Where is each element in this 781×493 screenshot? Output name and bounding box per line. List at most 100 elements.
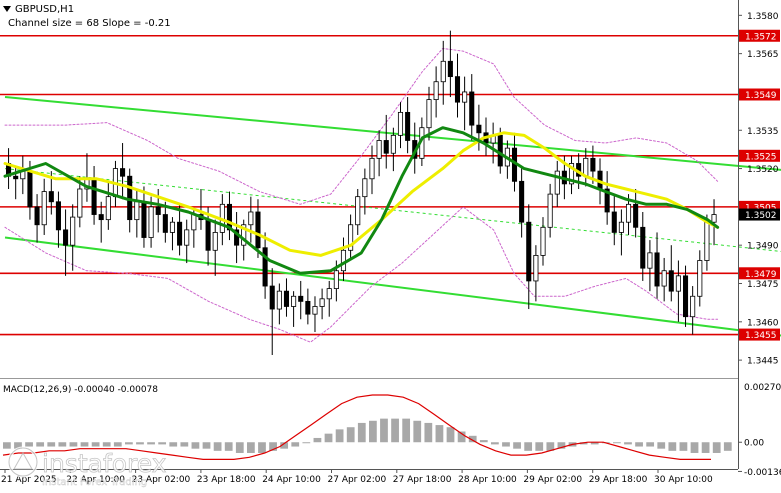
candle-bullish bbox=[212, 232, 218, 251]
dropdown-triangle-icon[interactable] bbox=[3, 6, 11, 12]
bollinger_lower-line bbox=[4, 206, 719, 343]
macd-histogram-bar bbox=[202, 442, 211, 449]
candle-bullish bbox=[690, 295, 696, 318]
candle-bullish bbox=[426, 99, 432, 129]
macd-title: MACD(12,26,9) -0.00040 -0.00078 bbox=[3, 385, 158, 395]
macd-histogram-bar bbox=[479, 440, 488, 443]
candle-bullish bbox=[583, 157, 589, 177]
price-tick-label: 1.3580 bbox=[747, 12, 779, 22]
level-label-bg bbox=[739, 267, 780, 280]
candle-bearish bbox=[590, 157, 596, 172]
candle-bullish bbox=[661, 270, 667, 287]
candle-bearish bbox=[405, 111, 411, 141]
candle-bullish bbox=[169, 221, 175, 233]
candle-bullish bbox=[568, 163, 575, 185]
macd-signal-line bbox=[2, 394, 711, 460]
candle-bullish bbox=[647, 252, 653, 269]
level-label-text: 1.3455 bbox=[745, 331, 777, 341]
macd-histogram-bar bbox=[147, 442, 155, 445]
macd-histogram-bar bbox=[291, 442, 300, 447]
candle-bearish bbox=[27, 170, 33, 208]
level-label-text: 1.3549 bbox=[745, 91, 777, 101]
level-price-labels: 1.3572 1.3549 1.3525 1.3505 1.3479 1.3455 1.35… bbox=[739, 29, 780, 341]
time-tick-label: 29 Apr 18:00 bbox=[589, 475, 648, 485]
candle-bullish bbox=[348, 224, 354, 251]
macd-histogram-bar bbox=[524, 442, 533, 451]
candle-bearish bbox=[141, 201, 147, 238]
macd-tick-label: -0.00136 bbox=[744, 468, 781, 478]
time-tick-label: 27 Apr 02:00 bbox=[328, 475, 387, 485]
macd-histogram-bar bbox=[25, 442, 33, 447]
time-tick-label: 29 Apr 02:00 bbox=[523, 475, 582, 485]
candle-bullish bbox=[241, 224, 247, 246]
macd-histogram-bar bbox=[36, 442, 45, 447]
candle-bullish bbox=[618, 221, 624, 233]
ma-green-line bbox=[3, 126, 720, 275]
candle-bullish bbox=[533, 255, 539, 282]
candle-bullish bbox=[697, 260, 703, 297]
current-price-label: 1.3502 bbox=[745, 211, 777, 221]
candle-bearish bbox=[162, 214, 168, 233]
macd-histogram-bar bbox=[491, 442, 499, 445]
macd-histogram-bar bbox=[468, 435, 477, 443]
candle-bearish bbox=[682, 275, 689, 318]
candle-bullish bbox=[191, 214, 197, 231]
macd-histogram-bar bbox=[369, 420, 377, 443]
candle-bullish bbox=[376, 140, 382, 159]
watermark-brand: instaforex bbox=[42, 449, 167, 478]
macd-histogram-bar bbox=[380, 418, 388, 443]
price-tick-label: 1.3535 bbox=[747, 127, 779, 137]
candlesticks bbox=[6, 30, 717, 356]
macd-histogram-bar bbox=[158, 442, 167, 445]
candle-bearish bbox=[98, 214, 104, 221]
macd-histogram-bar bbox=[712, 442, 721, 453]
candle-bearish bbox=[155, 206, 161, 215]
macd-histogram-bar bbox=[47, 442, 56, 447]
macd-histogram-bar bbox=[335, 429, 344, 443]
candle-bearish bbox=[526, 221, 532, 282]
current-price-bg bbox=[739, 208, 780, 221]
macd-histogram-bar bbox=[3, 442, 11, 449]
candle-bullish bbox=[462, 91, 468, 103]
price-tick-label: 1.3490 bbox=[747, 242, 779, 252]
macd-histogram-bar bbox=[91, 442, 100, 447]
candle-bullish bbox=[41, 191, 47, 226]
macd-histogram-bar bbox=[346, 427, 355, 443]
candle-bearish bbox=[177, 221, 183, 246]
candle-bearish bbox=[91, 178, 97, 215]
candle-bullish bbox=[291, 295, 297, 307]
candle-bearish bbox=[476, 124, 482, 134]
macd-histogram-bar bbox=[413, 420, 422, 443]
candle-bullish bbox=[704, 221, 710, 261]
macd-histogram-bar bbox=[224, 442, 233, 451]
candle-bullish bbox=[333, 270, 339, 290]
macd-histogram-bar bbox=[213, 442, 222, 451]
candle-bearish bbox=[48, 191, 54, 203]
macd-histogram-bar bbox=[624, 442, 632, 445]
candle-bearish bbox=[611, 211, 617, 233]
time-tick-label: 24 Apr 10:00 bbox=[262, 475, 321, 485]
candle-bullish bbox=[355, 196, 361, 226]
macd-histogram-bar bbox=[446, 427, 455, 443]
time-tick-label: 23 Apr 02:00 bbox=[132, 475, 191, 485]
macd-histogram-bar bbox=[357, 422, 366, 443]
level-label-text: 1.3525 bbox=[745, 152, 777, 162]
macd-histogram-bar bbox=[502, 442, 510, 447]
candle-bearish bbox=[13, 175, 19, 180]
macd-histogram-bar bbox=[690, 442, 699, 453]
candle-bearish bbox=[640, 226, 646, 269]
level-label-bg bbox=[739, 88, 780, 101]
candle-bullish bbox=[547, 193, 553, 228]
candle-bullish bbox=[184, 229, 190, 246]
macd-histogram-bar bbox=[136, 442, 144, 445]
macd-histogram-bar bbox=[535, 442, 544, 451]
macd-panel: MACD(12,26,9) -0.00040 -0.00078 bbox=[2, 385, 732, 460]
candle-bullish bbox=[148, 206, 154, 238]
macd-histogram-bar bbox=[102, 442, 111, 447]
macd-histogram-bar bbox=[280, 442, 289, 449]
macd-histogram-bar bbox=[113, 442, 122, 447]
candle-bullish bbox=[77, 188, 83, 218]
price-axis: 1.35801.35651.35351.35201.34901.34751.34… bbox=[738, 0, 781, 478]
